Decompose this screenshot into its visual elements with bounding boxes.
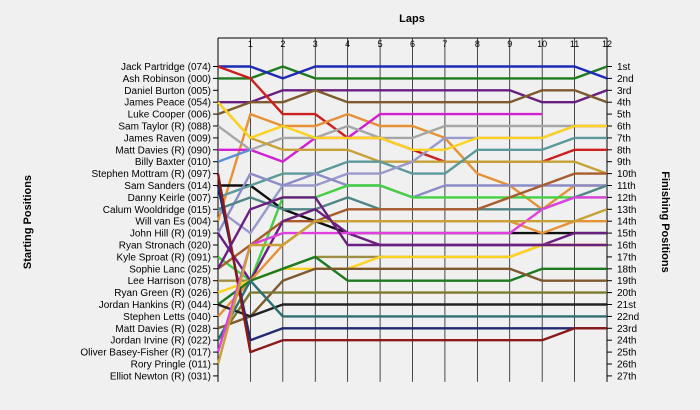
finish-position-label: 21st xyxy=(617,300,636,311)
lap-tick-label: 6 xyxy=(410,39,415,49)
start-position-label: Sam Taylor (R) (088) xyxy=(118,122,211,133)
lap-ticks: 1 2 3 4 5 6 7 8 9 10 11 12 xyxy=(248,39,612,49)
start-position-label: James Raven (009) xyxy=(124,133,211,144)
finish-position-label: 17th xyxy=(617,252,636,263)
driver-line-32 xyxy=(216,196,607,270)
lap-tick-label: 9 xyxy=(507,39,512,49)
driver-line-27 xyxy=(216,279,607,341)
finish-position-label: 23rd xyxy=(617,324,637,335)
finish-position-label: 19th xyxy=(617,276,636,287)
finish-position-label: 4th xyxy=(617,98,631,109)
driver-line-4 xyxy=(217,89,608,116)
start-position-label: Lee Harrison (078) xyxy=(128,276,211,287)
start-position-label: John Hill (R) (019) xyxy=(130,229,211,240)
y-axis-left-label: Starting Positions xyxy=(22,175,34,269)
series-lines xyxy=(216,65,608,365)
driver-line-23 xyxy=(217,255,607,306)
finish-position-label: 26th xyxy=(617,360,636,371)
lap-tick-label: 4 xyxy=(345,39,350,49)
driver-line-10 xyxy=(217,148,251,163)
driver-line-7 xyxy=(218,112,543,163)
start-position-label: Daniel Burton (005) xyxy=(124,86,211,97)
start-position-label: Kyle Sproat (R) (091) xyxy=(117,252,211,263)
driver-line-26 xyxy=(217,303,607,318)
finish-position-label: 15th xyxy=(617,229,636,240)
lap-tick-label: 1 xyxy=(248,39,253,49)
start-position-label: Jordan Irvine (R) (022) xyxy=(110,336,211,347)
driver-line-25 xyxy=(217,291,607,341)
driver-line-28 xyxy=(216,185,607,342)
finish-position-label: 14th xyxy=(617,217,636,228)
lap-tick-label: 7 xyxy=(442,39,447,49)
finish-position-label: 22nd xyxy=(617,312,639,323)
y-axis-right-label: Finishing Positions xyxy=(659,171,671,272)
start-position-label: Sam Sanders (014) xyxy=(124,181,211,192)
finish-position-label: 24th xyxy=(617,336,636,347)
finish-position-label: 7th xyxy=(617,133,631,144)
finish-position-label: 5th xyxy=(617,110,631,121)
start-position-label: Ryan Green (R) (026) xyxy=(114,288,211,299)
start-position-label: Stephen Mottram (R) (097) xyxy=(92,169,212,180)
finish-position-label: 8th xyxy=(617,145,631,156)
finish-position-label: 6th xyxy=(617,122,631,133)
finish-position-label: 16th xyxy=(617,241,636,252)
driver-line-31 xyxy=(216,208,608,365)
start-position-label: Danny Keirle (007) xyxy=(128,193,211,204)
start-position-label: Elliot Newton (R) (031) xyxy=(110,371,211,382)
driver-line-30 xyxy=(216,196,607,353)
start-position-label: Oliver Basey-Fisher (R) (017) xyxy=(80,348,211,359)
start-position-label: Jordan Hankins (R) (044) xyxy=(99,300,211,311)
driver-line-29 xyxy=(216,173,607,354)
lap-tick-label: 11 xyxy=(570,39,579,49)
driver-line-12 xyxy=(217,136,607,199)
driver-line-24 xyxy=(217,267,607,330)
lap-tick-label: 3 xyxy=(313,39,318,49)
finishing-position-labels: 1st2nd3rd4th5th6th7th8th9th10th11th12th1… xyxy=(607,62,639,382)
lap-tick-label: 2 xyxy=(280,39,285,49)
finish-position-label: 18th xyxy=(617,264,636,275)
finish-position-label: 9th xyxy=(617,157,631,168)
driver-line-1 xyxy=(218,65,608,80)
finish-position-label: 3rd xyxy=(617,86,631,97)
start-position-label: Rory Pringle (011) xyxy=(131,360,211,371)
finish-position-label: 27th xyxy=(617,371,636,382)
start-position-label: James Peace (054) xyxy=(124,98,211,109)
finish-position-label: 12th xyxy=(617,193,636,204)
driver-line-2 xyxy=(218,65,608,80)
start-position-label: Jack Partridge (074) xyxy=(121,62,211,73)
start-position-label: Matt Davies (R) (028) xyxy=(115,324,211,335)
finish-position-label: 1st xyxy=(617,62,631,73)
lap-tick-label: 12 xyxy=(602,39,612,49)
finish-position-label: 10th xyxy=(617,169,636,180)
start-position-label: Ryan Stronach (020) xyxy=(119,241,211,252)
finish-position-label: 2nd xyxy=(617,74,634,85)
finish-position-label: 11th xyxy=(617,181,636,192)
driver-line-3 xyxy=(218,89,608,104)
driver-line-8 xyxy=(217,124,607,152)
chart-title: Laps xyxy=(399,13,425,25)
driver-line-14 xyxy=(217,101,607,152)
start-position-label: Stephen Letts (040) xyxy=(123,312,211,323)
finish-position-label: 25th xyxy=(617,348,636,359)
start-position-label: Matt Davies (R) (090) xyxy=(115,145,211,156)
start-position-label: Ash Robinson (000) xyxy=(123,74,211,85)
start-position-label: Luke Cooper (006) xyxy=(128,110,211,121)
lap-tick-label: 8 xyxy=(475,39,480,49)
start-position-label: Will van Es (004) xyxy=(135,217,211,228)
starting-position-labels: Jack Partridge (074)Ash Robinson (000)Da… xyxy=(80,62,218,382)
start-position-label: Sophie Lanc (025) xyxy=(129,264,211,275)
start-position-label: Calum Wooldridge (015) xyxy=(103,205,211,216)
lap-tick-label: 10 xyxy=(537,39,547,49)
finish-position-label: 13th xyxy=(617,205,636,216)
finish-position-label: 20th xyxy=(617,288,636,299)
start-position-label: Billy Baxter (010) xyxy=(135,157,211,168)
lap-tick-label: 5 xyxy=(378,39,383,49)
